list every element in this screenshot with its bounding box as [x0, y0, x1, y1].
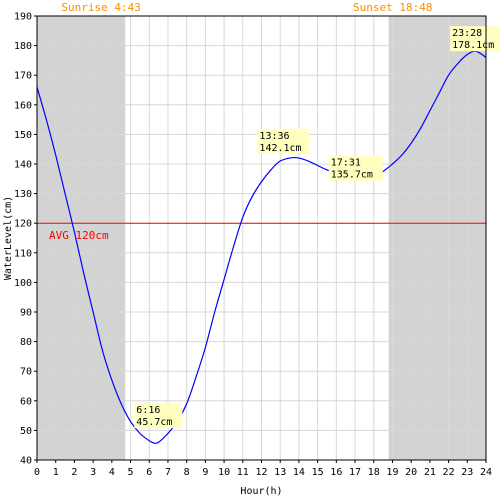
- y-tick-label: 130: [14, 189, 32, 200]
- x-tick-label: 9: [202, 467, 208, 478]
- y-tick-label: 80: [20, 337, 32, 348]
- x-axis-title: Hour(h): [240, 486, 282, 497]
- annotation-box: [257, 128, 310, 154]
- x-tick-label: 12: [255, 467, 267, 478]
- y-tick-label: 100: [14, 278, 32, 289]
- annotation-time: 13:36: [259, 131, 289, 142]
- water-level-line: [36, 50, 487, 444]
- x-tick-label: 8: [184, 467, 190, 478]
- x-tick-label: 18: [368, 467, 380, 478]
- x-tick-label: 10: [218, 467, 230, 478]
- x-tick-label: 1: [53, 467, 59, 478]
- y-tick-label: 160: [14, 100, 32, 111]
- y-tick-label: 120: [14, 219, 32, 230]
- y-tick-label: 150: [14, 130, 32, 141]
- annotation-box: [328, 155, 383, 181]
- x-tick-label: 5: [128, 467, 134, 478]
- annotation-box: [134, 403, 183, 429]
- annotation-box: [450, 26, 500, 52]
- x-tick-label: 0: [34, 467, 40, 478]
- x-tick-label: 14: [293, 467, 305, 478]
- x-tick-label: 17: [349, 467, 361, 478]
- annotation-value: 45.7cm: [136, 417, 172, 428]
- y-axis-ticks: 40 50 60 70 80 90 100 110 120 130 140 150 160 170 180 1…: [14, 12, 37, 467]
- night-bands: [37, 16, 486, 460]
- y-axis-title: WaterLevel(cm): [3, 196, 14, 280]
- x-tick-label: 4: [109, 467, 115, 478]
- annotation-time: 23:28: [452, 28, 482, 39]
- annotation-value: 142.1cm: [259, 143, 301, 154]
- annotation-value: 135.7cm: [331, 170, 373, 181]
- x-tick-label: 23: [461, 467, 473, 478]
- y-tick-label: 110: [14, 248, 32, 259]
- x-tick-label: 7: [165, 467, 171, 478]
- y-tick-label: 70: [20, 367, 32, 378]
- y-tick-label: 140: [14, 160, 32, 171]
- average-group: AVG 120cm: [37, 222, 486, 242]
- x-tick-label: 15: [312, 467, 324, 478]
- x-tick-label: 6: [146, 467, 152, 478]
- y-tick-label: 90: [20, 308, 32, 319]
- y-tick-label: 180: [14, 41, 32, 52]
- y-tick-label: 50: [20, 426, 32, 437]
- x-tick-label: 19: [386, 467, 398, 478]
- y-tick-label: 60: [20, 396, 32, 407]
- y-tick-label: 170: [14, 71, 32, 82]
- grid-lines: [36, 15, 487, 461]
- average-label: AVG 120cm: [49, 229, 109, 242]
- x-tick-label: 11: [237, 467, 249, 478]
- x-tick-label: 2: [71, 467, 77, 478]
- y-tick-label: 40: [20, 456, 32, 467]
- sunset-label: Sunset 18:48: [353, 1, 432, 14]
- night-band-evening: [388, 16, 486, 460]
- annotation-value: 178.1cm: [452, 40, 494, 51]
- x-tick-label: 3: [90, 467, 96, 478]
- sunrise-label: Sunrise 4:43: [61, 1, 140, 14]
- x-axis-ticks: 0 1 2 3 4 5 6 7 8 9 10 11 12 13 14 15 16 17 18 19 20 21 22 23 24: [34, 460, 492, 478]
- x-tick-label: 21: [424, 467, 436, 478]
- night-band-morning: [37, 16, 126, 460]
- y-tick-label: 190: [14, 12, 32, 23]
- annotation-time: 6:16: [136, 405, 160, 416]
- x-tick-label: 20: [405, 467, 417, 478]
- x-tick-label: 24: [480, 467, 492, 478]
- x-tick-label: 22: [443, 467, 455, 478]
- x-tick-label: 13: [274, 467, 286, 478]
- x-tick-label: 16: [330, 467, 342, 478]
- annotation-time: 17:31: [331, 158, 361, 169]
